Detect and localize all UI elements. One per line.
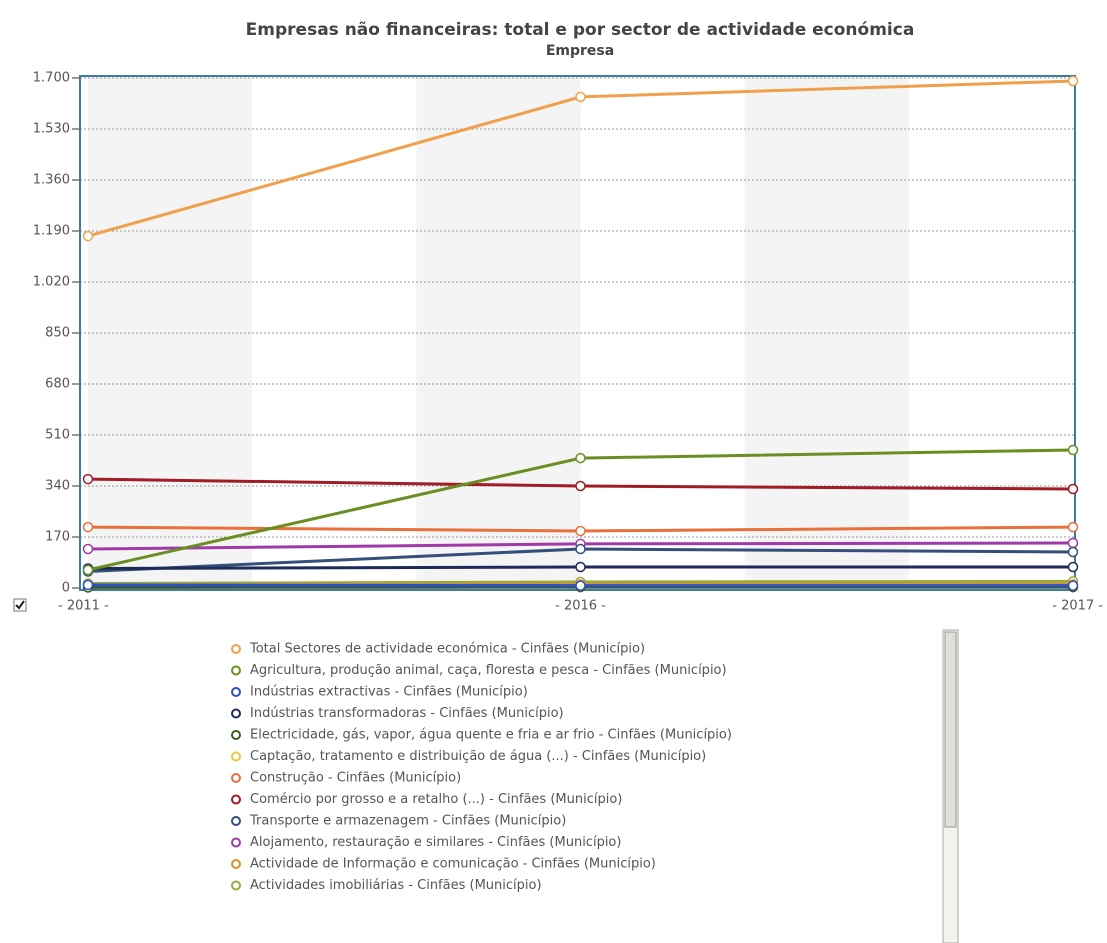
series-point <box>575 480 586 492</box>
scroll-thumb[interactable] <box>944 631 957 828</box>
legend-marker <box>231 816 241 826</box>
legend-marker <box>231 708 241 719</box>
series-point <box>82 230 94 242</box>
legend-label[interactable]: Actividade de Informação e comunicação -… <box>250 857 656 872</box>
series-point <box>575 580 586 591</box>
legend-label[interactable]: Comércio por grosso e a retalho (...) - … <box>250 792 622 807</box>
legend-marker <box>231 794 241 805</box>
checkmark <box>15 600 25 610</box>
legend-label[interactable]: Captação, tratamento e distribuição de á… <box>250 749 706 764</box>
legend-label[interactable]: Construção - Cinfães (Município) <box>250 771 461 786</box>
legend-marker <box>231 773 241 783</box>
series-point <box>82 473 94 485</box>
legend-marker <box>231 687 241 697</box>
series-point <box>575 543 586 555</box>
y-tick-label: 680 <box>45 377 70 392</box>
legend-label[interactable]: Electricidade, gás, vapor, água quente e… <box>250 728 732 743</box>
y-tick-label: 340 <box>45 479 70 494</box>
legend-label[interactable]: Indústrias extractivas - Cinfães (Municí… <box>250 685 528 700</box>
y-tick-label: 850 <box>45 326 70 341</box>
series-point <box>1067 546 1079 558</box>
y-tick-label: 1.700 <box>33 71 70 86</box>
y-tick-label: 1.020 <box>33 275 70 290</box>
legend-label[interactable]: Indústrias transformadoras - Cinfães (Mu… <box>250 706 564 721</box>
y-tick-label: 510 <box>45 428 70 443</box>
series-point <box>1067 483 1079 495</box>
series-point <box>82 564 94 576</box>
series-point <box>1067 75 1079 87</box>
series-point <box>575 452 586 464</box>
y-tick-label: 170 <box>45 530 70 545</box>
x-tick-label: - 2011 - <box>58 599 109 614</box>
chart-subtitle: Empresa <box>546 43 614 59</box>
legend-marker <box>231 837 241 848</box>
x-tick-label: - 2016 - <box>555 599 606 614</box>
series-point <box>82 543 94 555</box>
legend-marker <box>231 730 241 740</box>
legend-label[interactable]: Alojamento, restauração e similares - Ci… <box>250 835 621 850</box>
y-tick-label: 0 <box>62 581 70 596</box>
x-tick-label: - 2017 - <box>1052 599 1103 614</box>
legend-label[interactable]: Transporte e armazenagem - Cinfães (Muni… <box>249 814 566 829</box>
series-point <box>575 91 586 103</box>
legend-marker <box>231 859 241 869</box>
y-tick-label: 1.360 <box>33 173 70 188</box>
legend-marker <box>231 644 241 654</box>
series-point <box>82 579 94 591</box>
series-point <box>1067 444 1079 456</box>
legend-marker <box>231 665 241 676</box>
series-point <box>575 525 586 537</box>
series-point <box>1067 561 1079 573</box>
legend-marker <box>231 880 241 891</box>
series-point <box>1067 580 1079 591</box>
series-point <box>1067 537 1079 549</box>
legend-label[interactable]: Actividades imobiliárias - Cinfães (Muni… <box>250 878 542 893</box>
series-point <box>82 521 94 533</box>
chart-title: Empresas não financeiras: total e por se… <box>246 20 915 40</box>
legend-label[interactable]: Agricultura, produção animal, caça, flor… <box>250 663 727 678</box>
legend-label[interactable]: Total Sectores de actividade económica -… <box>249 642 645 657</box>
series-point <box>575 561 586 573</box>
y-tick-label: 1.190 <box>33 224 70 239</box>
y-tick-label: 1.530 <box>33 122 70 137</box>
legend-marker <box>231 751 241 762</box>
series-point <box>1067 521 1079 533</box>
